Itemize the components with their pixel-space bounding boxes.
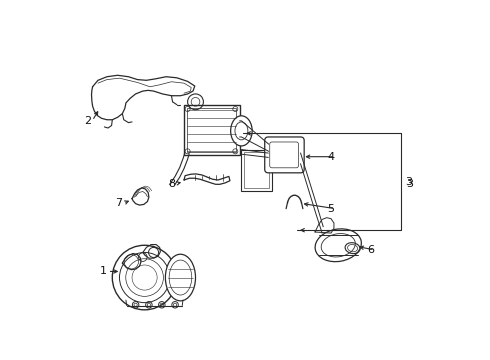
Text: 7: 7 — [115, 198, 122, 208]
Circle shape — [112, 245, 177, 310]
Bar — [184, 105, 240, 155]
Ellipse shape — [166, 254, 196, 301]
Text: 2: 2 — [84, 116, 92, 126]
Bar — [187, 108, 236, 152]
Ellipse shape — [231, 116, 252, 146]
Text: 3: 3 — [405, 177, 412, 187]
Ellipse shape — [315, 229, 361, 262]
Text: 8: 8 — [168, 179, 175, 189]
FancyBboxPatch shape — [265, 137, 304, 173]
Text: 6: 6 — [367, 245, 374, 255]
Bar — [245, 152, 269, 188]
Text: 5: 5 — [328, 204, 335, 214]
Text: 4: 4 — [327, 152, 335, 162]
Text: 3: 3 — [407, 179, 414, 189]
Text: 1: 1 — [100, 266, 107, 276]
Bar — [242, 149, 272, 191]
